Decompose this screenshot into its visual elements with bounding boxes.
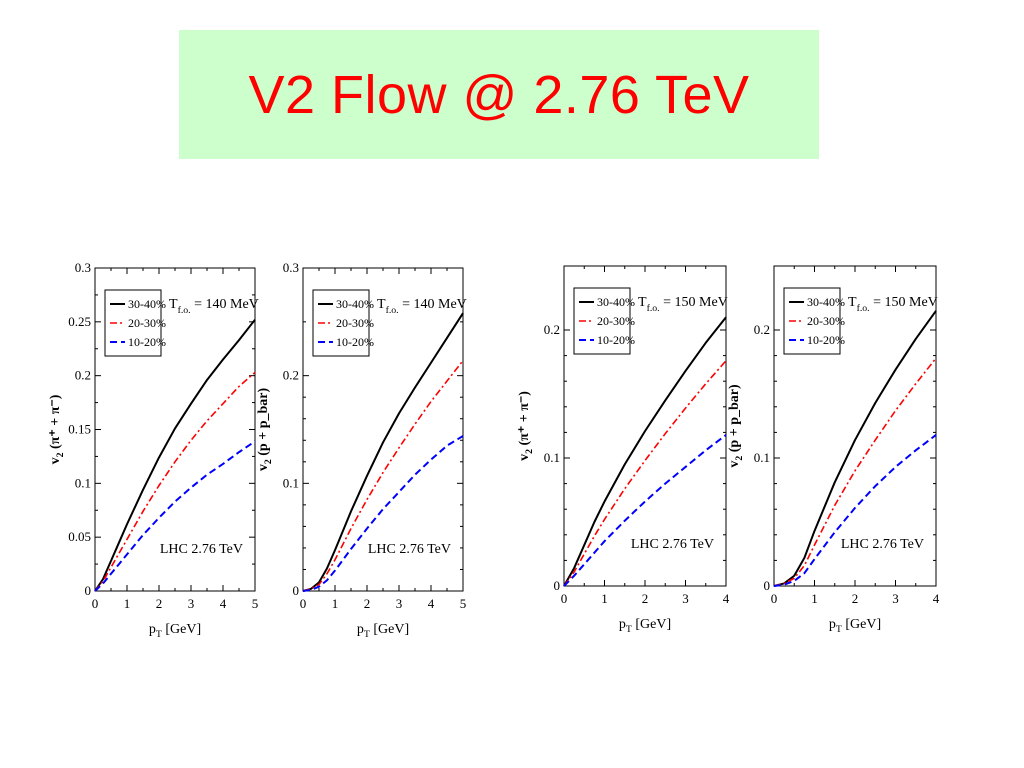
y-axis-label: v2 (p + p_bar) (256, 388, 274, 472)
y-tick-label: 0.1 (75, 475, 91, 490)
legend-label: 30-40% (597, 295, 635, 309)
tfo-label: Tf.o. = 150 MeV (638, 295, 728, 314)
legend-label: 20-30% (597, 314, 635, 328)
y-tick-label: 0.2 (283, 368, 299, 383)
y-tick-label: 0.2 (754, 322, 770, 337)
lhc-annotation: LHC 2.76 TeV (368, 542, 451, 557)
x-axis-label: pT [GeV] (829, 617, 881, 635)
legend-label: 30-40% (336, 297, 374, 311)
x-tick-label: 4 (723, 591, 730, 606)
y-axis-label: v2 (p + p_bar) (727, 384, 745, 468)
tfo-label: Tf.o. = 140 MeV (169, 297, 259, 316)
title-banner: V2 Flow @ 2.76 TeV (179, 30, 819, 159)
x-axis-label: pT [GeV] (149, 622, 201, 640)
legend-label: 10-20% (128, 335, 166, 349)
x-tick-label: 1 (124, 596, 131, 611)
x-tick-label: 2 (364, 596, 371, 611)
legend-label: 20-30% (128, 316, 166, 330)
y-axis-label: v2 (π⁺ + π⁻) (517, 391, 535, 461)
series-line-20-30% (94, 371, 256, 592)
y-tick-label: 0 (554, 578, 561, 593)
x-tick-label: 2 (156, 596, 163, 611)
y-tick-label: 0.3 (75, 260, 91, 275)
slide-title: V2 Flow @ 2.76 TeV (248, 64, 750, 125)
legend-box (573, 287, 631, 355)
x-tick-label: 5 (460, 596, 467, 611)
y-tick-label: 0.15 (68, 422, 91, 437)
y-tick-label: 0.1 (544, 450, 560, 465)
series-line-20-30% (563, 360, 727, 587)
series-line-10-20% (94, 440, 256, 592)
chart-pion-140: 0 1 2 3 4 5 0 0.05 0.1 0.15 0.2 0.25 0.3 pT [GeV] v2 (… (48, 260, 259, 640)
x-tick-label: 1 (601, 591, 608, 606)
x-tick-label: 0 (771, 591, 778, 606)
y-tick-label: 0 (85, 583, 92, 598)
legend-label: 10-20% (807, 333, 845, 347)
x-tick-label: 2 (642, 591, 649, 606)
lhc-annotation: LHC 2.76 TeV (841, 537, 924, 552)
y-tick-label: 0.1 (754, 450, 770, 465)
y-tick-label: 0 (293, 583, 300, 598)
x-tick-label: 1 (811, 591, 818, 606)
x-tick-label: 2 (852, 591, 859, 606)
series-line-10-20% (773, 434, 937, 587)
tfo-label: Tf.o. = 140 MeV (377, 297, 467, 316)
x-tick-label: 0 (92, 596, 99, 611)
lhc-annotation: LHC 2.76 TeV (631, 537, 714, 552)
x-tick-label: 3 (892, 591, 899, 606)
x-tick-label: 3 (682, 591, 689, 606)
x-tick-label: 1 (332, 596, 339, 611)
y-axis-label: v2 (π⁺ + π⁻) (48, 394, 66, 464)
x-tick-label: 4 (428, 596, 435, 611)
y-tick-label: 0.2 (75, 368, 91, 383)
x-tick-label: 3 (188, 596, 195, 611)
series-line-30-40% (563, 316, 727, 587)
chart-pion-150: 0 1 2 3 4 0 0.1 0.2 pT [GeV] v2 (π⁺ + π⁻) 30-40% 20… (517, 265, 730, 635)
legend-label: 30-40% (807, 295, 845, 309)
series-line-20-30% (302, 360, 464, 592)
chart-proton-150: 0 1 2 3 4 0 0.1 0.2 pT [GeV] v2 (p + p_bar) 30-40%… (727, 265, 940, 635)
y-tick-label: 0 (764, 578, 771, 593)
legend-label: 30-40% (128, 297, 166, 311)
y-tick-label: 0.1 (283, 475, 299, 490)
y-tick-label: 0.3 (283, 260, 299, 275)
series-line-30-40% (94, 319, 256, 592)
x-axis-label: pT [GeV] (357, 622, 409, 640)
x-tick-label: 4 (933, 591, 940, 606)
legend-label: 20-30% (336, 316, 374, 330)
x-tick-label: 5 (252, 596, 259, 611)
x-tick-label: 0 (300, 596, 307, 611)
y-tick-label: 0.05 (68, 529, 91, 544)
series-line-10-20% (302, 435, 464, 592)
series-line-20-30% (773, 357, 937, 587)
series-line-30-40% (302, 312, 464, 592)
x-tick-label: 3 (396, 596, 403, 611)
y-tick-label: 0.2 (544, 322, 560, 337)
x-tick-label: 0 (561, 591, 568, 606)
tfo-label: Tf.o. = 150 MeV (848, 295, 938, 314)
lhc-annotation: LHC 2.76 TeV (160, 542, 243, 557)
legend-label: 10-20% (336, 335, 374, 349)
chart-proton-140: 0 1 2 3 4 5 0 0.1 0.2 0.3 pT [GeV] v2 (p + p_bar) 30… (256, 260, 467, 640)
x-tick-label: 4 (220, 596, 227, 611)
legend-label: 20-30% (807, 314, 845, 328)
legend-label: 10-20% (597, 333, 635, 347)
y-tick-label: 0.25 (68, 314, 91, 329)
x-axis-label: pT [GeV] (619, 617, 671, 635)
series-line-30-40% (773, 310, 937, 587)
series-line-10-20% (563, 434, 727, 587)
